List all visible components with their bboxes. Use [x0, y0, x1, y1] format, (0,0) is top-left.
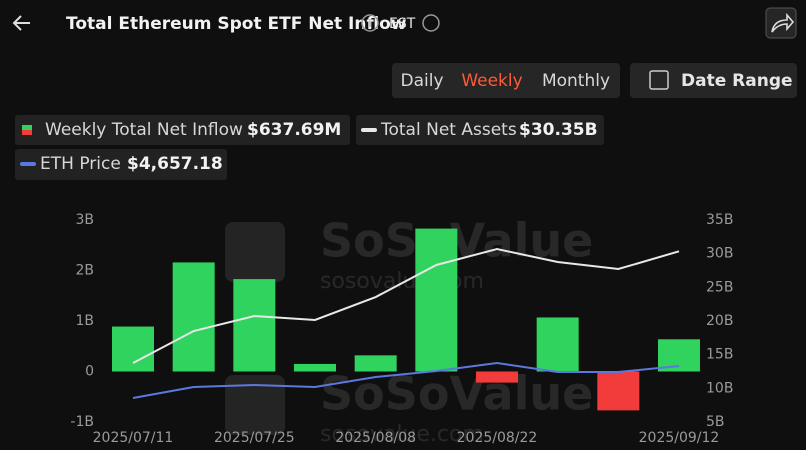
legend-chip — [15, 115, 350, 145]
watermark-site: sosovalue.com — [320, 269, 484, 294]
period-option[interactable]: Daily — [400, 71, 443, 91]
bar — [294, 363, 336, 372]
y-tick-label: 0 — [85, 364, 94, 380]
watermark-logo — [225, 222, 285, 282]
bar — [597, 371, 640, 411]
bar — [415, 228, 458, 372]
y2-tick-label: 35B — [706, 212, 733, 228]
y2-tick-label: 20B — [706, 313, 733, 329]
timezone-info[interactable] — [422, 14, 440, 32]
legend-value: $30.35B — [519, 120, 598, 140]
watermark-site: sosovalue.com — [320, 422, 484, 447]
x-tick-label: 2025/07/11 — [93, 430, 174, 446]
y2-tick-label: 5B — [706, 414, 725, 430]
line-series — [132, 247, 680, 364]
legend-chip — [356, 115, 604, 145]
y-tick-label: -1B — [70, 414, 94, 430]
y2-tick-label: 25B — [706, 279, 733, 295]
timezone: EST — [389, 16, 416, 32]
line-series — [132, 361, 680, 399]
bar — [233, 279, 276, 372]
legend-swatch — [22, 125, 32, 130]
calendar-icon — [649, 70, 669, 90]
y2-tick-label: 30B — [706, 246, 733, 262]
bar — [476, 371, 518, 383]
legend-value: $4,657.18 — [127, 154, 223, 174]
x-tick-label: 2025/08/08 — [335, 430, 416, 446]
watermark-logo — [225, 375, 285, 435]
y2-tick-label: 10B — [706, 380, 733, 396]
period-option[interactable]: Monthly — [542, 71, 610, 91]
legend-value: $637.69M — [247, 120, 341, 140]
legend-name: Weekly Total Net Inflow — [45, 120, 243, 140]
back-button[interactable] — [12, 15, 30, 31]
bar — [536, 317, 579, 372]
date-range-label: Date Range — [681, 71, 793, 91]
x-tick-label: 2025/07/25 — [214, 430, 295, 446]
x-tick-label: 2025/09/12 — [639, 430, 720, 446]
page-title: Total Ethereum Spot ETF Net Inflow — [66, 14, 407, 34]
bar — [354, 355, 397, 372]
watermark-brand: SoSoValue — [320, 367, 593, 421]
y-tick-label: 3B — [75, 212, 94, 228]
y-tick-label: 2B — [75, 263, 94, 279]
legend-chip — [15, 149, 227, 180]
bar — [172, 262, 215, 372]
y-tick-label: 1B — [75, 313, 94, 329]
info-icon-glyph: i — [368, 17, 371, 30]
info-icon[interactable] — [361, 14, 379, 32]
legend-swatch — [22, 130, 32, 135]
date-range-button[interactable] — [630, 63, 797, 98]
period-option[interactable]: Weekly — [461, 71, 522, 91]
legend-name: ETH Price — [40, 154, 121, 174]
legend-name: Total Net Assets — [380, 120, 517, 140]
x-tick-label: 2025/08/22 — [457, 430, 538, 446]
bar — [112, 326, 154, 372]
y2-tick-label: 15B — [706, 347, 733, 363]
share-icon — [771, 12, 795, 33]
period-switch — [392, 63, 620, 98]
